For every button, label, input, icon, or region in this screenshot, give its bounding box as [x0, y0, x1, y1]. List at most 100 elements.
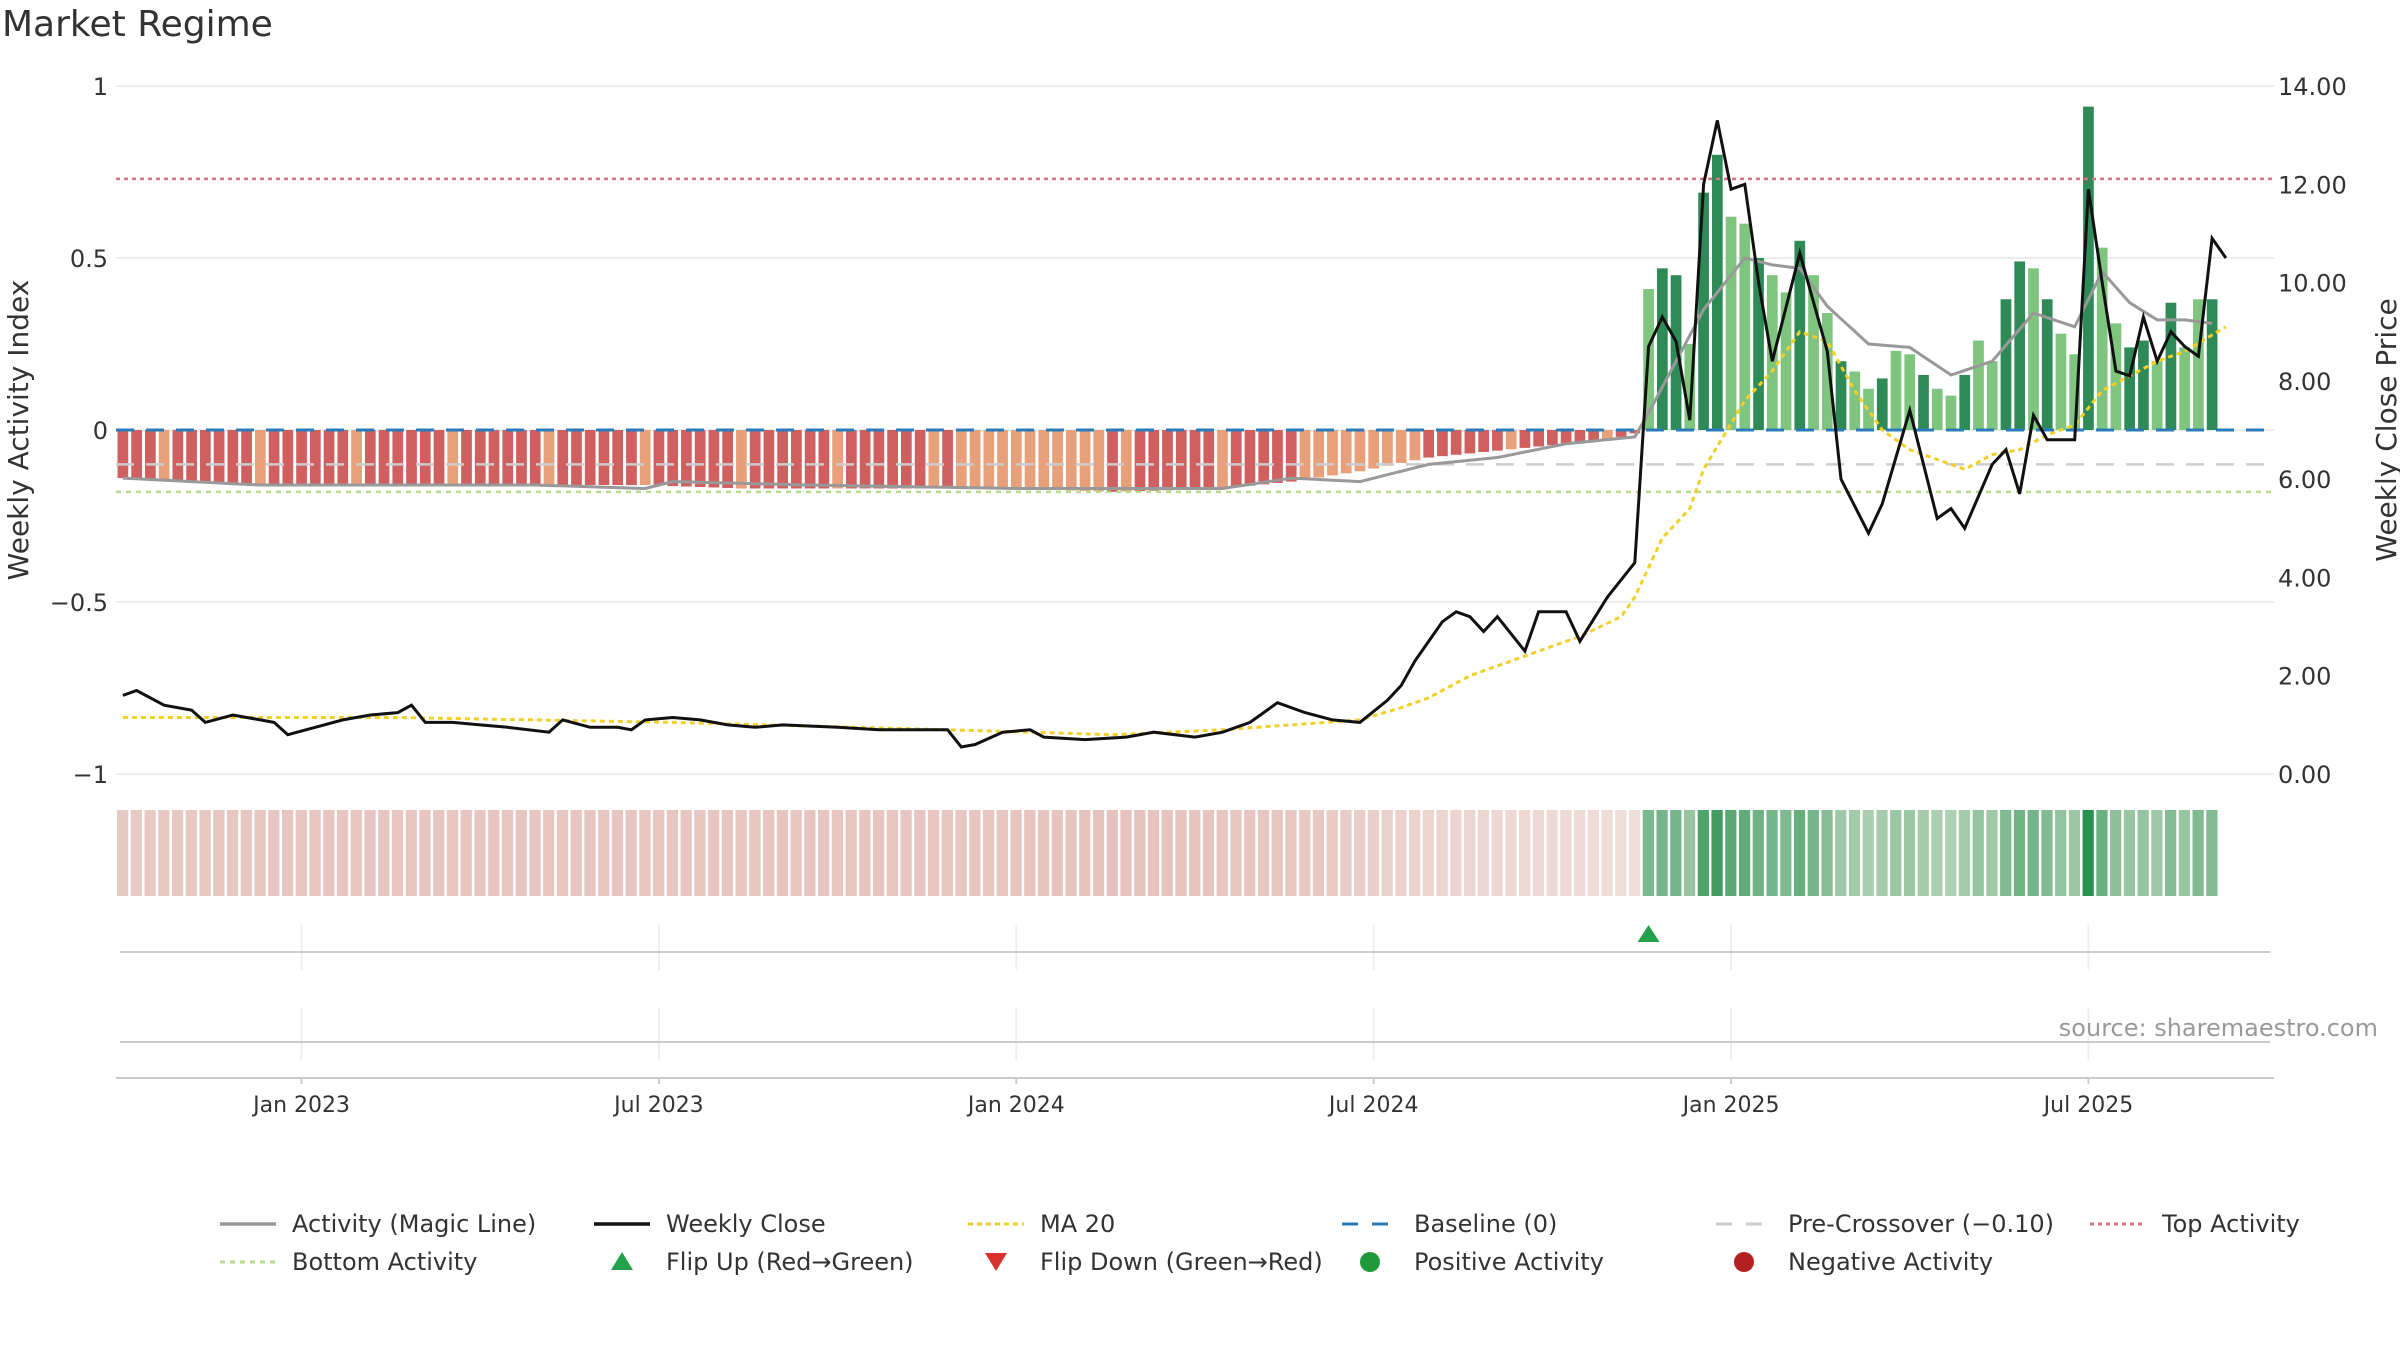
- legend-label: Bottom Activity: [292, 1248, 477, 1276]
- negative-activity-bar: [227, 430, 239, 484]
- ribbon-cell: [1848, 810, 1861, 896]
- negative-activity-bar: [791, 430, 802, 489]
- lower-panels: [120, 925, 2270, 1060]
- negative-activity-bar: [529, 430, 541, 486]
- negative-activity-bar: [626, 430, 637, 486]
- ribbon-cell: [1793, 810, 1806, 896]
- ribbon-cell: [171, 810, 184, 896]
- negative-activity-bar: [378, 430, 390, 486]
- ribbon-cell: [144, 810, 156, 896]
- negative-activity-bar: [887, 430, 898, 489]
- ribbon-cell: [364, 810, 376, 896]
- ribbon-cell: [254, 810, 266, 896]
- negative-activity-bar: [1588, 430, 1599, 442]
- negative-activity-bar: [1492, 430, 1503, 451]
- ribbon-cell: [1958, 810, 1971, 896]
- negative-activity-bar: [859, 430, 871, 489]
- negative-activity-bar: [1079, 430, 1091, 491]
- ribbon-cell: [295, 810, 307, 896]
- ribbon-cell: [268, 810, 280, 896]
- negative-activity-bar: [749, 430, 761, 489]
- ribbon-cell: [2137, 810, 2149, 896]
- left-tick-label: −1: [73, 761, 108, 789]
- ribbon-cell: [1656, 810, 1668, 896]
- negative-activity-bar: [516, 430, 527, 486]
- negative-activity-bar: [1354, 430, 1366, 472]
- positive-activity-bar: [2055, 333, 2067, 430]
- negative-activity-bar: [419, 430, 431, 486]
- negative-activity-bar: [1574, 430, 1586, 443]
- negative-activity-bar: [955, 430, 967, 489]
- negative-activity-bar: [1162, 430, 1173, 491]
- ribbon-cell: [1491, 810, 1503, 896]
- positive-activity-bar: [1945, 395, 1957, 430]
- flip-up-marker: [1637, 925, 1660, 942]
- ribbon-cell: [1945, 810, 1957, 896]
- negative-activity-bar: [1299, 430, 1311, 480]
- ribbon-cell: [515, 810, 527, 896]
- ribbon-cell: [419, 810, 431, 896]
- negative-activity-bar: [667, 430, 679, 487]
- positive-activity-bar: [2110, 323, 2122, 430]
- positive-activity-bar: [1835, 361, 1847, 430]
- positive-activity-bar: [1753, 258, 1764, 430]
- ribbon-cell: [1189, 810, 1201, 896]
- negative-activity-bar: [282, 430, 294, 486]
- ribbon-cell: [2068, 810, 2081, 896]
- negative-activity-bar: [1175, 430, 1187, 490]
- legend-label: Pre-Crossover (−0.10): [1788, 1210, 2054, 1238]
- ribbon-cell: [625, 810, 637, 896]
- ribbon-cell: [1285, 810, 1297, 896]
- left-axis-title: Weekly Activity Index: [2, 280, 35, 581]
- right-tick-label: 2.00: [2278, 663, 2331, 691]
- ribbon-cell: [639, 810, 651, 896]
- ribbon-cell: [281, 810, 294, 896]
- negative-activity-bar: [928, 430, 940, 489]
- ribbon-cell: [955, 810, 967, 896]
- positive-activity-bar: [2096, 247, 2108, 430]
- negative-activity-bar: [337, 430, 349, 486]
- ribbon-cell: [1766, 810, 1778, 896]
- ribbon-cell: [2055, 810, 2067, 896]
- negative-activity-bar: [1615, 430, 1627, 437]
- positive-activity-bar: [1670, 275, 1682, 430]
- ribbon-cell: [1299, 810, 1311, 896]
- negative-activity-bar: [1368, 430, 1380, 469]
- negative-activity-bar: [502, 430, 514, 486]
- negative-activity-bar: [997, 430, 1008, 489]
- negative-activity-bar: [1107, 430, 1118, 492]
- ribbon-cell: [488, 810, 500, 896]
- positive-activity-bar: [1780, 292, 1792, 430]
- ribbon-cell: [474, 810, 486, 896]
- ribbon-cell: [2206, 810, 2218, 896]
- negative-activity-bar: [1437, 430, 1448, 457]
- ribbon-cell: [1464, 810, 1476, 896]
- negative-activity-bar: [254, 430, 266, 486]
- legend-swatch: [1360, 1252, 1380, 1272]
- negative-activity-bar: [763, 430, 775, 489]
- negative-activity-bar: [1547, 430, 1558, 446]
- ribbon-cell: [1972, 810, 1984, 896]
- ribbon-cell: [1354, 810, 1366, 896]
- right-tick-label: 4.00: [2278, 564, 2331, 592]
- ribbon-cell: [1120, 810, 1132, 896]
- ribbon-cell: [1601, 810, 1613, 896]
- legend-swatch: [985, 1253, 1007, 1271]
- x-tick-label: Jan 2023: [251, 1093, 350, 1118]
- ribbon-cell: [130, 810, 142, 896]
- left-tick-label: 1: [93, 73, 108, 101]
- negative-activity-bar: [268, 430, 280, 486]
- negative-activity-bar: [1230, 430, 1242, 488]
- negative-activity-bar: [1560, 430, 1572, 444]
- legend-label: Positive Activity: [1414, 1248, 1604, 1276]
- ribbon-cell: [859, 810, 871, 896]
- flip-markers: [1637, 925, 1660, 942]
- negative-activity-bar: [777, 430, 789, 489]
- negative-activity-bar: [1148, 430, 1160, 491]
- negative-activity-bar: [1052, 430, 1063, 490]
- right-tick-label: 14.00: [2278, 73, 2347, 101]
- positive-activity-bar: [2124, 347, 2136, 430]
- ribbon-cell: [927, 810, 940, 896]
- legend-label: Weekly Close: [666, 1210, 826, 1238]
- negative-activity-bar: [557, 430, 569, 486]
